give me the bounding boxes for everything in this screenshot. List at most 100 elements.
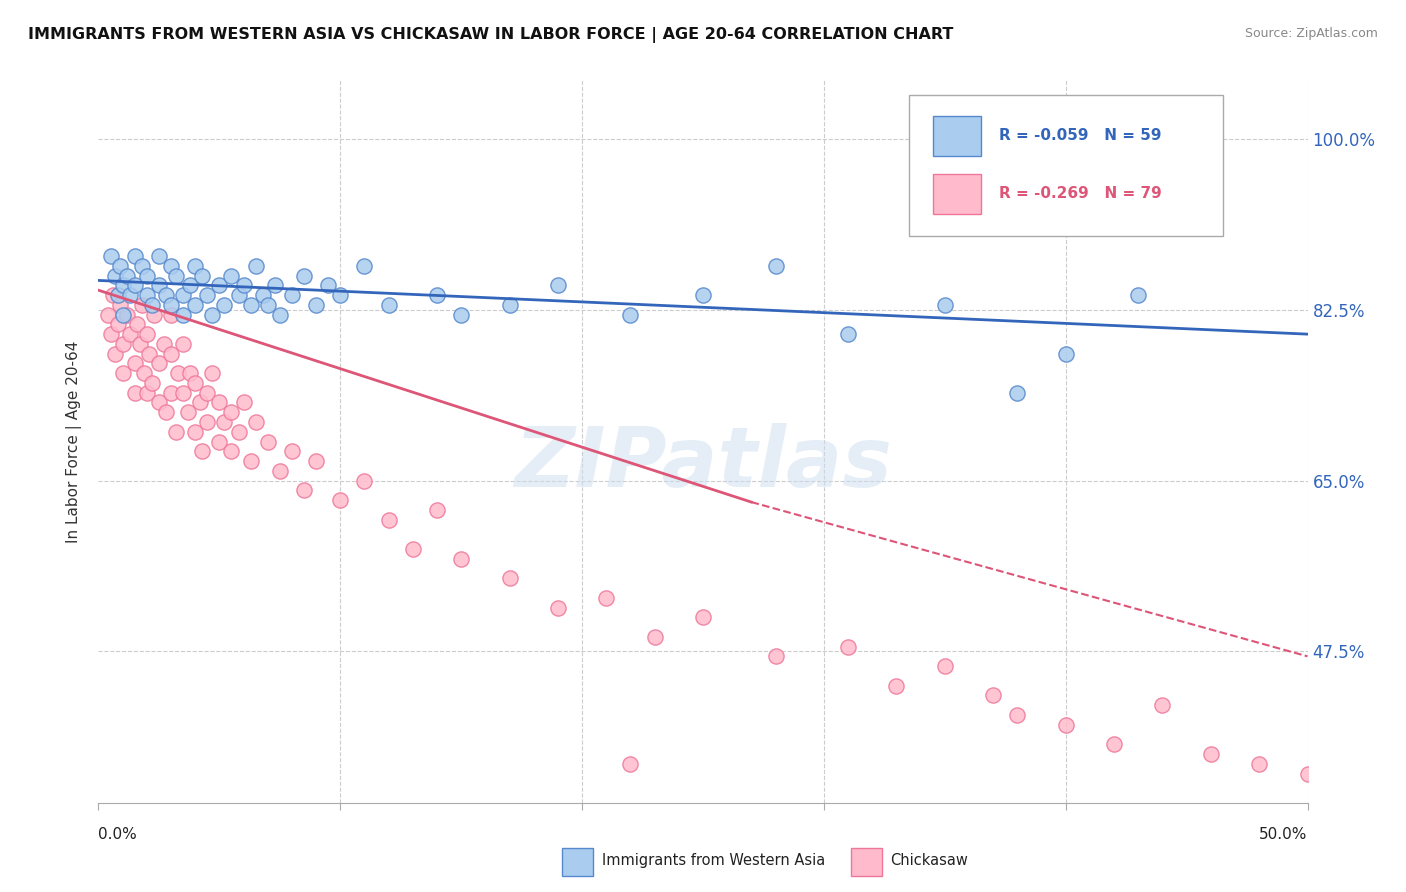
Point	[450, 308, 472, 322]
Point	[221, 268, 243, 283]
Point	[108, 259, 131, 273]
Point	[221, 444, 243, 458]
Point	[269, 308, 291, 322]
Point	[152, 337, 174, 351]
Point	[595, 591, 617, 605]
Point	[111, 366, 134, 380]
Point	[108, 298, 131, 312]
Point	[305, 298, 328, 312]
Point	[100, 249, 122, 263]
Point	[100, 327, 122, 342]
Point	[160, 385, 183, 400]
Point	[155, 405, 177, 419]
Point	[104, 268, 127, 283]
Point	[128, 337, 150, 351]
Point	[195, 288, 218, 302]
Point	[1199, 747, 1222, 761]
Point	[179, 278, 201, 293]
Point	[239, 454, 262, 468]
Point	[155, 288, 177, 302]
Point	[172, 308, 194, 322]
Point	[281, 288, 304, 302]
Point	[228, 425, 250, 439]
Point	[111, 308, 134, 322]
Point	[101, 288, 124, 302]
Point	[934, 298, 956, 312]
Point	[1128, 288, 1150, 302]
Point	[107, 318, 129, 332]
Point	[97, 308, 120, 322]
Point	[201, 366, 224, 380]
Point	[353, 259, 375, 273]
Point	[450, 551, 472, 566]
Point	[111, 337, 134, 351]
Point	[837, 640, 859, 654]
Point	[124, 249, 146, 263]
Bar	[932, 116, 981, 156]
Point	[498, 571, 520, 585]
Point	[165, 425, 187, 439]
Point	[201, 308, 224, 322]
Point	[124, 385, 146, 400]
Point	[160, 259, 183, 273]
Point	[127, 318, 149, 332]
Point	[305, 454, 328, 468]
Point	[1054, 346, 1077, 360]
Point	[107, 288, 129, 302]
Point	[117, 308, 139, 322]
Point	[188, 395, 211, 409]
Point	[148, 249, 170, 263]
Point	[208, 278, 231, 293]
Point	[886, 679, 908, 693]
Point	[141, 298, 163, 312]
Point	[134, 366, 156, 380]
Point	[353, 474, 375, 488]
Point	[135, 268, 157, 283]
Point	[1054, 717, 1077, 731]
Point	[402, 541, 425, 556]
Bar	[851, 848, 882, 876]
Point	[124, 278, 146, 293]
Text: Source: ZipAtlas.com: Source: ZipAtlas.com	[1244, 27, 1378, 40]
Point	[135, 288, 157, 302]
Text: Immigrants from Western Asia: Immigrants from Western Asia	[602, 854, 825, 868]
Point	[1007, 385, 1029, 400]
Point	[172, 288, 194, 302]
Point	[208, 395, 231, 409]
Point	[118, 327, 141, 342]
Point	[148, 395, 170, 409]
Point	[316, 278, 339, 293]
Point	[167, 366, 190, 380]
Point	[111, 278, 134, 293]
Point	[692, 288, 714, 302]
Point	[1296, 766, 1319, 780]
Point	[377, 513, 399, 527]
Point	[143, 308, 166, 322]
Point	[191, 444, 214, 458]
Point	[179, 366, 201, 380]
Point	[124, 356, 146, 370]
Point	[228, 288, 250, 302]
Point	[264, 278, 287, 293]
Point	[644, 630, 666, 644]
Point	[177, 405, 200, 419]
Text: IMMIGRANTS FROM WESTERN ASIA VS CHICKASAW IN LABOR FORCE | AGE 20-64 CORRELATION: IMMIGRANTS FROM WESTERN ASIA VS CHICKASA…	[28, 27, 953, 43]
Point	[1152, 698, 1174, 713]
Point	[160, 308, 183, 322]
Point	[172, 337, 194, 351]
Point	[329, 493, 352, 508]
Point	[184, 376, 207, 390]
Point	[269, 464, 291, 478]
Point	[692, 610, 714, 624]
Text: Chickasaw: Chickasaw	[890, 854, 967, 868]
Point	[1102, 737, 1125, 751]
Point	[292, 483, 315, 498]
Point	[172, 385, 194, 400]
Point	[281, 444, 304, 458]
Point	[131, 298, 153, 312]
Point	[981, 689, 1004, 703]
Point	[195, 385, 218, 400]
Point	[131, 259, 153, 273]
Point	[148, 278, 170, 293]
Point	[498, 298, 520, 312]
